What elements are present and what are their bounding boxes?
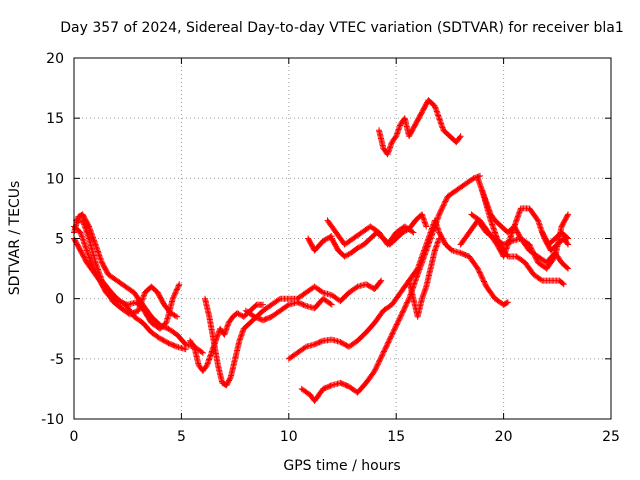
y-axis-label: SDTVAR / TECUs: [7, 181, 23, 296]
marker-path: [71, 211, 206, 356]
x-tick-label: 5: [177, 429, 186, 445]
marker-path: [202, 277, 385, 389]
series-arc-7: [242, 295, 335, 324]
series-arc-13: [376, 97, 464, 158]
series-arc-1: [71, 211, 206, 356]
marker-path: [406, 235, 443, 320]
marker-path: [479, 187, 567, 288]
series-arc-5: [187, 301, 267, 374]
y-tick-label: 0: [55, 292, 64, 308]
x-axis-label: GPS time / hours: [283, 458, 400, 474]
y-tick-label: 10: [46, 171, 64, 187]
y-tick-label: -5: [50, 352, 64, 368]
series-arc-11: [324, 217, 417, 248]
series-arc-19: [539, 229, 572, 248]
x-tick-label: 15: [387, 429, 405, 445]
series-arc-18: [479, 187, 567, 288]
y-tick-label: -10: [41, 412, 64, 428]
marker-path: [298, 172, 483, 404]
marker-path: [187, 301, 267, 374]
x-tick-label: 0: [70, 429, 79, 445]
marker-path: [376, 97, 464, 158]
y-tick-label: 15: [46, 111, 64, 127]
x-tick-label: 25: [602, 429, 620, 445]
series-arc-6: [202, 277, 385, 389]
marker-path: [539, 229, 572, 248]
marker-path: [305, 233, 335, 254]
y-tick-label: 20: [46, 51, 64, 67]
marker-path: [324, 217, 417, 248]
series-arc-9: [298, 172, 483, 404]
x-tick-label: 20: [495, 429, 513, 445]
series-arc-12: [305, 233, 335, 254]
chart-title: Day 357 of 2024, Sidereal Day-to-day VTE…: [60, 20, 623, 36]
x-tick-label: 10: [280, 429, 298, 445]
marker-path: [242, 295, 335, 324]
axes: 0 5 10 15 20 25 -10 -5 0 5 10 15 20: [41, 51, 620, 445]
y-tick-label: 5: [55, 232, 64, 248]
series-arc-14: [406, 235, 443, 320]
data-points: [71, 97, 572, 404]
